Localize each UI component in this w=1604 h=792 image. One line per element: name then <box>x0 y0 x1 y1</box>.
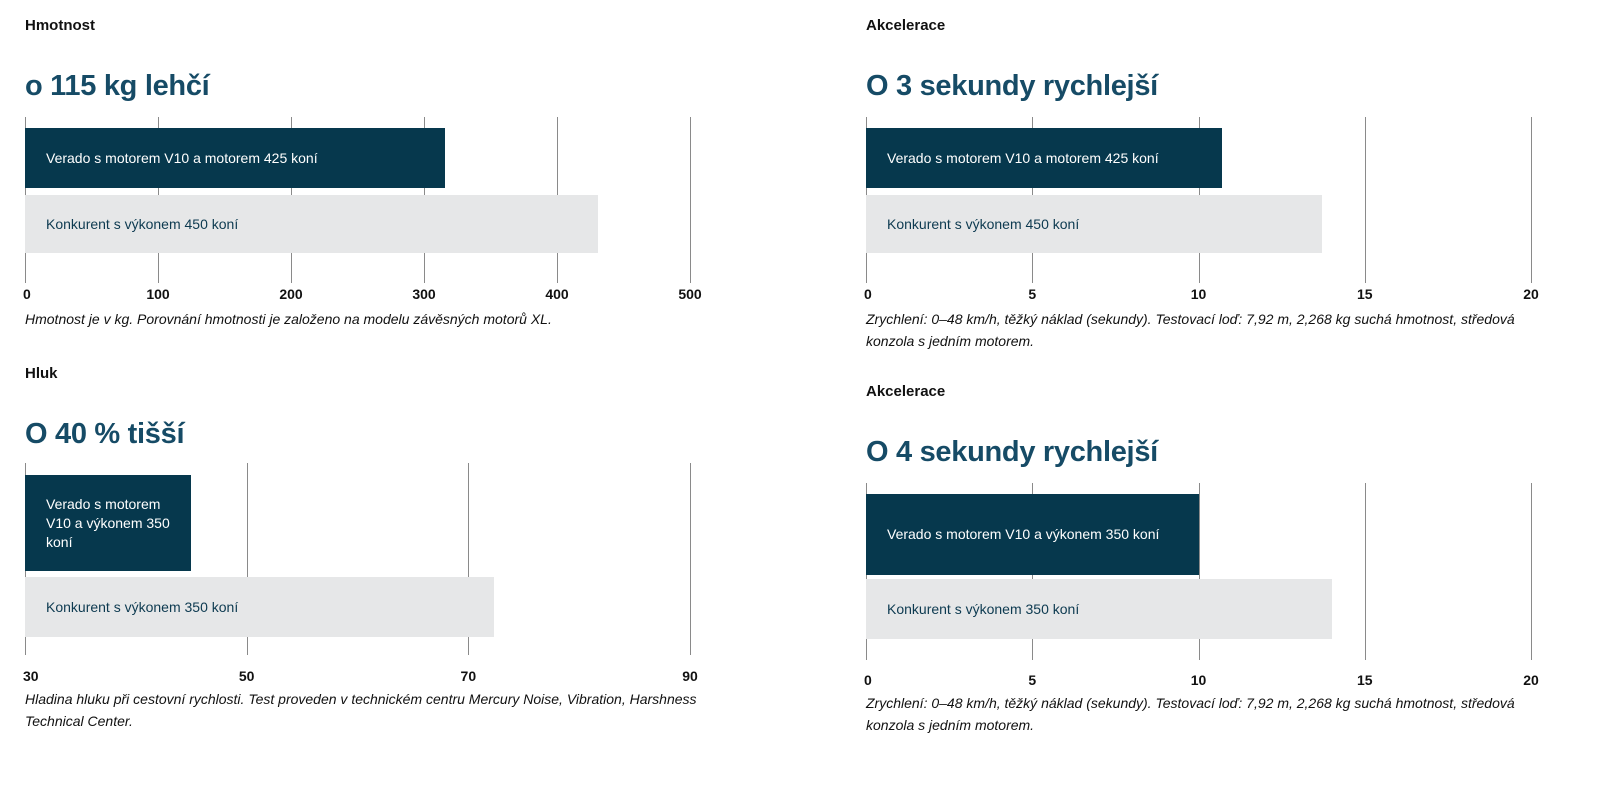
bar-verado: Verado s motorem V10 a motorem 425 koní <box>866 128 1222 188</box>
bar-verado: Verado s motorem V10 a výkonem 350 koní <box>25 475 192 571</box>
tick-label: 5 <box>1028 286 1037 302</box>
chart-headline: O 3 sekundy rychlejší <box>866 70 1158 102</box>
gridline <box>246 463 248 655</box>
tick-label: 0 <box>864 672 872 688</box>
tick-label: 30 <box>23 668 39 684</box>
tick-label: 10 <box>1190 286 1207 302</box>
bar-verado: Verado s motorem V10 a výkonem 350 koní <box>866 494 1199 575</box>
gridline <box>468 463 470 655</box>
tick-label: 300 <box>412 286 436 302</box>
gridline <box>1531 117 1532 283</box>
tick-label: 400 <box>545 286 569 302</box>
tick-label: 0 <box>864 286 872 302</box>
gridline <box>1364 117 1366 283</box>
tick-label: 50 <box>238 668 255 684</box>
tick-label: 100 <box>146 286 170 302</box>
gridline <box>690 117 691 283</box>
bar-competitor: Konkurent s výkonem 350 koní <box>25 577 494 637</box>
tick-label: 15 <box>1356 286 1373 302</box>
tick-label: 10 <box>1190 672 1207 688</box>
bar-verado: Verado s motorem V10 a motorem 425 koní <box>25 128 446 188</box>
gridline <box>1364 483 1366 660</box>
section-label: Akcelerace <box>866 383 946 400</box>
chart-headline: O 40 % tišší <box>25 418 185 450</box>
chart-caption: Hladina hluku při cestovní rychlosti. Te… <box>25 691 697 729</box>
bar-competitor: Konkurent s výkonem 350 koní <box>866 579 1332 639</box>
chart-headline: O 4 sekundy rychlejší <box>866 436 1158 468</box>
chart-caption: Zrychlení: 0–48 km/h, těžký náklad (seku… <box>866 695 1515 733</box>
tick-label: 5 <box>1028 672 1037 688</box>
tick-label: 90 <box>682 668 698 684</box>
tick-label: 0 <box>23 286 31 302</box>
gridline <box>1198 483 1200 660</box>
chart-caption: Hmotnost je v kg. Porovnání hmotnosti je… <box>25 311 552 327</box>
tick-label: 70 <box>460 668 477 684</box>
plot-area: Verado s motorem V10 a motorem 425 koní K… <box>866 117 1532 283</box>
gridline <box>1531 483 1532 660</box>
tick-label: 20 <box>1523 286 1539 302</box>
plot-area: Verado s motorem V10 a výkonem 350 koní K… <box>25 463 691 655</box>
tick-label: 200 <box>279 286 303 302</box>
section-label: Akcelerace <box>866 17 946 34</box>
chart-headline: o 115 kg lehčí <box>25 70 210 102</box>
tick-label: 500 <box>678 286 702 302</box>
chart-caption: Zrychlení: 0–48 km/h, těžký náklad (seku… <box>866 311 1515 349</box>
tick-label: 15 <box>1356 672 1373 688</box>
bar-competitor: Konkurent s výkonem 450 koní <box>866 195 1322 253</box>
bar-competitor: Konkurent s výkonem 450 koní <box>25 195 599 253</box>
section-label: Hluk <box>25 365 58 382</box>
plot-area: Verado s motorem V10 a motorem 425 koní K… <box>25 117 691 283</box>
gridline <box>690 463 691 655</box>
plot-area: Verado s motorem V10 a výkonem 350 koní K… <box>866 483 1532 660</box>
section-label: Hmotnost <box>25 17 95 34</box>
tick-label: 20 <box>1523 672 1539 688</box>
